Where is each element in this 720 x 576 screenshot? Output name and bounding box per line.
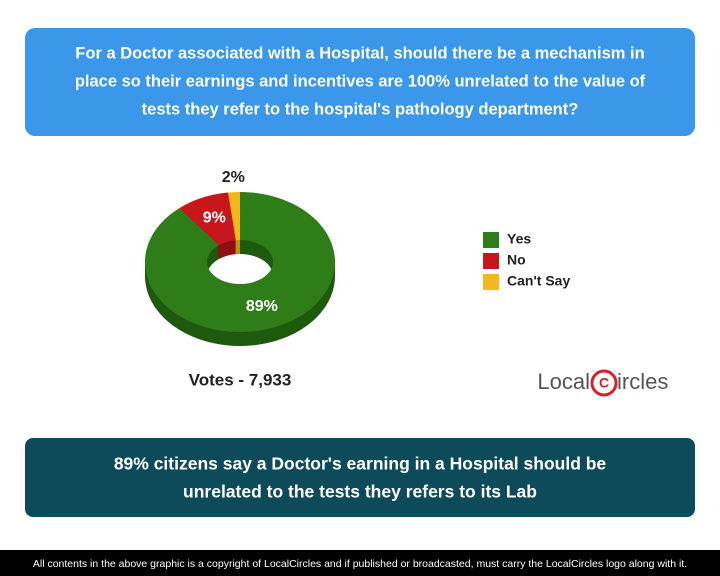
votes: Votes - 7,933 — [189, 370, 292, 389]
legend-label: Can't Say — [507, 273, 570, 289]
legend-label: Yes — [507, 231, 531, 247]
logo-left: Local — [537, 369, 590, 394]
slice — [179, 192, 236, 246]
logo: Local C ircles — [537, 369, 668, 397]
legend-swatch — [483, 253, 499, 269]
summary-line: 89% citizens say a Doctor's earning in a… — [114, 454, 607, 474]
legend-swatch — [483, 232, 499, 248]
logo-right: ircles — [617, 369, 668, 394]
title-line: For a Doctor associated with a Hospital,… — [75, 44, 644, 62]
slice — [144, 192, 335, 333]
footer-bar — [0, 550, 720, 576]
value-label: 2% — [222, 169, 245, 186]
value-label: 9% — [203, 210, 226, 227]
legend-swatch — [483, 274, 499, 290]
value-label: 89% — [246, 298, 278, 315]
summary-line: unrelated to the tests they refers to it… — [183, 482, 537, 502]
title-box — [25, 28, 695, 136]
logo-ring — [590, 369, 618, 397]
legend-label: No — [507, 252, 526, 268]
footer-text: All contents in the above graphic is a c… — [33, 558, 687, 570]
logo-c: C — [599, 375, 609, 391]
title-line: tests they refer to the hospital's patho… — [142, 100, 579, 118]
title-line: place so their earnings and incentives a… — [75, 72, 646, 90]
summary-box — [25, 438, 695, 517]
slice — [228, 192, 240, 241]
